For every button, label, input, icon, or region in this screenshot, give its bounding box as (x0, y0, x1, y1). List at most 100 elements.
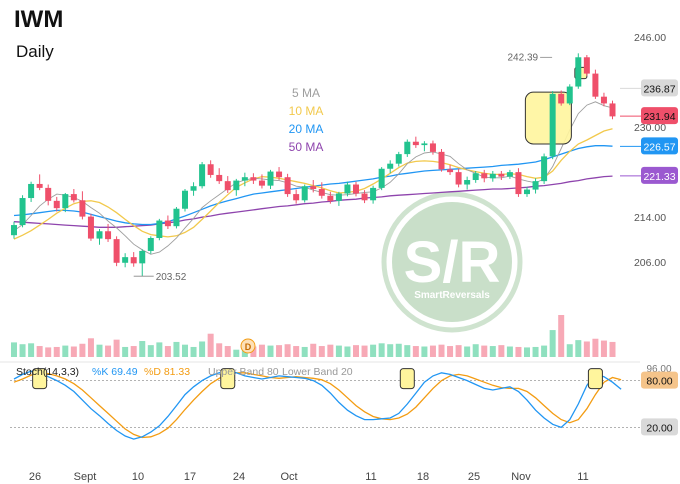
candle-body (96, 231, 103, 239)
candle-body (489, 173, 496, 179)
x-tick-label: Nov (511, 471, 531, 483)
chart-title: IWM (14, 6, 64, 33)
volume-bar (122, 346, 129, 357)
stoch-tick-label: 96.00 (646, 364, 671, 375)
volume-bar (318, 346, 325, 357)
volume-bar (472, 344, 479, 357)
ma50-line (13, 175, 613, 228)
volume-bar (139, 341, 146, 357)
volume-bar (182, 344, 188, 357)
volume-bar (250, 346, 257, 357)
y-tick-label: 206.00 (634, 257, 666, 269)
highlight-box (524, 91, 572, 145)
candle-body (199, 164, 206, 187)
volume-bar (421, 346, 428, 357)
candle-body (250, 177, 257, 181)
candle-body (361, 193, 368, 201)
candle-body (70, 194, 77, 201)
volume-bar (395, 343, 402, 357)
price-tag-label: 221.33 (643, 171, 675, 183)
watermark-disc (392, 202, 512, 322)
volume-bar (575, 340, 582, 357)
candle-body (164, 220, 171, 227)
chart-timeframe: Daily (16, 42, 54, 61)
volume-bar (267, 345, 274, 357)
watermark-subtext: SmartReversals (414, 290, 490, 301)
candle-body (455, 172, 462, 185)
candle-body (558, 93, 565, 104)
volume-bar (412, 346, 419, 357)
candle-body (412, 141, 419, 146)
volume-bar (600, 340, 607, 357)
candle-body (370, 187, 377, 201)
volume-bar (284, 344, 291, 357)
volume-bar (113, 339, 120, 357)
stoch-highlight-box (399, 368, 415, 390)
volume-bar (45, 347, 52, 357)
x-tick-label: Sept (74, 471, 97, 483)
volume-bar (498, 345, 505, 357)
volume-bar (532, 346, 539, 357)
candle-body (421, 143, 428, 146)
volume-bar (583, 341, 590, 357)
candle-body (447, 169, 454, 173)
price-tag (641, 137, 678, 155)
price-tag (641, 79, 678, 97)
candle-body (182, 190, 188, 209)
candle-body (515, 172, 522, 195)
volume-bar (11, 342, 17, 357)
candle-body (87, 216, 94, 239)
candle-body (404, 141, 411, 155)
candle-body (566, 86, 573, 104)
candle-body (532, 181, 539, 190)
candle-body (267, 171, 274, 186)
candle-body (139, 250, 146, 264)
volume-bar (344, 346, 351, 357)
candle-body (11, 225, 17, 236)
volume-bar (378, 343, 385, 357)
candle-body (207, 164, 214, 175)
price-tag (641, 107, 678, 125)
volume-bar (549, 330, 556, 357)
candle-body (173, 208, 180, 227)
volume-bar (327, 344, 334, 357)
y-tick-label: 214.00 (634, 212, 666, 224)
volume-bar (541, 345, 548, 357)
volume-bar (370, 344, 377, 357)
volume-bar (36, 346, 43, 357)
y-tick-label: 246.00 (634, 32, 666, 44)
volume-bar (293, 346, 300, 357)
legend-entry: 5 MA (292, 86, 320, 100)
candle-body (378, 168, 385, 188)
candle-body (575, 57, 582, 87)
candle-body (600, 96, 607, 104)
candle-body (62, 194, 69, 209)
volume-bar (96, 344, 103, 357)
candle-body (224, 181, 231, 191)
candle-body (216, 174, 223, 182)
legend-entry: 20 MA (289, 122, 324, 136)
stoch-header-label: %K 69.49 (92, 366, 138, 378)
volume-bar (62, 345, 69, 357)
stoch-header-label: %D 81.33 (144, 366, 190, 378)
volume-bar (70, 346, 77, 357)
low-annotation: 203.52 (156, 272, 187, 283)
candle-body (147, 238, 154, 251)
volume-bar (506, 346, 513, 357)
volume-bar (464, 346, 471, 357)
volume-bar (258, 344, 265, 357)
candle-body (233, 180, 240, 191)
candle-body (335, 193, 342, 201)
volume-bar (28, 343, 35, 357)
y-tick-label: 230.00 (634, 122, 666, 134)
stoch-highlight-box (32, 368, 48, 390)
volume-bar (566, 344, 573, 357)
volume-bar (481, 345, 488, 357)
candle-body (387, 163, 394, 169)
candle-body (498, 173, 505, 177)
candle-body (353, 184, 359, 194)
volume-bar (489, 346, 496, 357)
volume-bar (105, 345, 112, 357)
volume-bar (429, 345, 436, 357)
